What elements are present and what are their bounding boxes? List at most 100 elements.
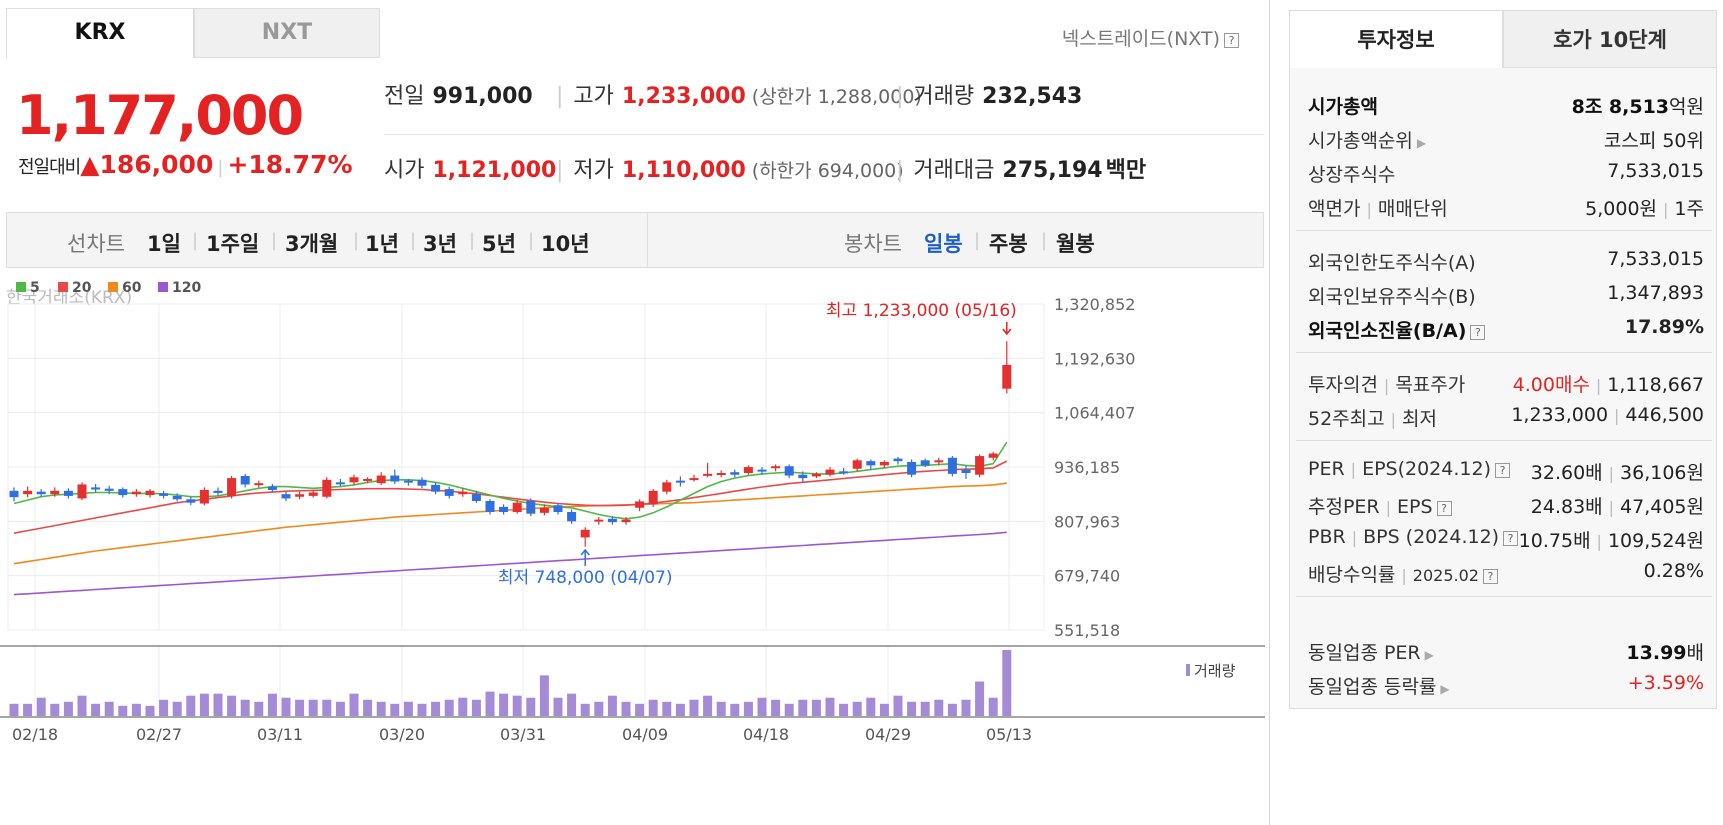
- candle-body: [866, 461, 876, 466]
- x-tick-label: 04/29: [865, 725, 911, 744]
- help-icon[interactable]: ?: [1503, 531, 1519, 546]
- volume-bar: [376, 701, 386, 716]
- week52-low-label: 최저: [1402, 408, 1437, 430]
- period-3y[interactable]: 3년: [423, 232, 457, 256]
- volume-bar: [118, 705, 128, 716]
- period-1y[interactable]: 1년: [365, 232, 399, 256]
- est-per-eps-row: 추정PER | EPS? 24.83배 | 47,405원: [1308, 496, 1704, 518]
- volume-bars: 거래량: [9, 650, 1236, 716]
- up-arrow-icon: ▲: [80, 150, 100, 179]
- volume-bar: [621, 701, 631, 716]
- candle-body: [607, 518, 617, 523]
- foreign-holding-label: 외국인보유주식수(B): [1308, 286, 1476, 308]
- period-daily[interactable]: 일봉: [924, 232, 963, 256]
- help-icon[interactable]: ?: [1436, 501, 1452, 516]
- x-tick-label: 03/11: [257, 725, 303, 744]
- sector-change-label[interactable]: 동일업종 등락률: [1308, 676, 1437, 698]
- candlestick-chart[interactable]: 한국거래소(KRX) 5 20 60 120 1,320,8521,192,6301,…: [0, 280, 1265, 825]
- candle-body: [920, 460, 930, 466]
- eps-value: 36,106원: [1620, 462, 1704, 484]
- candle-body: [390, 475, 400, 482]
- candle-body: [580, 529, 590, 538]
- lower-limit: (하한가 694,000): [751, 160, 904, 182]
- nxt-link[interactable]: 넥스트레이드(NXT)?: [1062, 24, 1239, 51]
- foreign-ratio-row: 외국인소진율(B/A)? 17.89%: [1308, 316, 1704, 343]
- opinion-label: 투자의견: [1308, 374, 1378, 396]
- section-divider: [1296, 230, 1712, 231]
- candle-body: [281, 494, 291, 499]
- volume-bar: [363, 699, 373, 716]
- sector-per-row[interactable]: 동일업종 PER ▶ 13.99배: [1308, 638, 1704, 665]
- dividend-date: 2025.02: [1412, 566, 1479, 585]
- line-chart-label[interactable]: 선차트: [67, 232, 125, 256]
- period-10y[interactable]: 10년: [541, 232, 590, 256]
- nxt-link-label[interactable]: 넥스트레이드(NXT): [1061, 28, 1220, 50]
- period-5y[interactable]: 5년: [482, 232, 516, 256]
- market-cap-rank-label[interactable]: 시가총액순위: [1308, 130, 1413, 152]
- min-price-label: 최저 748,000 (04/07): [498, 568, 673, 588]
- period-monthly[interactable]: 월봉: [1056, 232, 1095, 256]
- candle-body: [485, 500, 495, 512]
- candle-body: [975, 456, 985, 475]
- volume-bar: [539, 675, 549, 716]
- market-cap-rank-row[interactable]: 시가총액순위 ▶ 코스피 50위: [1308, 126, 1704, 153]
- candle-body: [104, 488, 114, 491]
- candle-body: [131, 491, 141, 495]
- per-value: 32.60배: [1530, 462, 1603, 484]
- caret-right-icon[interactable]: ▶: [1424, 648, 1434, 662]
- volume-bar: [553, 697, 563, 716]
- y-tick-label: 679,740: [1054, 567, 1120, 586]
- help-icon[interactable]: ?: [1470, 325, 1486, 340]
- candle-body: [621, 519, 631, 523]
- annotations: 최고 1,233,000 (05/16) 최저 748,000 (04/07): [498, 301, 1017, 588]
- volume-bar: [417, 703, 427, 716]
- x-tick-label: 04/18: [743, 725, 789, 744]
- volume-bar: [485, 691, 495, 716]
- period-1d[interactable]: 1일: [147, 232, 181, 256]
- upper-limit-label: 상한가: [759, 86, 812, 108]
- candle-body: [934, 460, 944, 463]
- tab-order-book[interactable]: 호가 10단계: [1503, 10, 1717, 68]
- tab-investment-info[interactable]: 투자정보: [1289, 10, 1503, 68]
- section-divider: [1296, 352, 1712, 353]
- volume-bar: [444, 699, 454, 716]
- candle-chart-label[interactable]: 봉차트: [844, 232, 902, 256]
- volume-bar: [811, 699, 821, 716]
- tab-krx[interactable]: KRX: [6, 8, 194, 58]
- volume-bar: [716, 701, 726, 716]
- candle-body: [594, 519, 604, 522]
- period-1w[interactable]: 1주일: [206, 232, 260, 256]
- candle-body: [689, 478, 699, 481]
- sector-change-row[interactable]: 동일업종 등락률 ▶ +3.59%: [1308, 672, 1704, 699]
- y-tick-label: 936,185: [1054, 458, 1120, 477]
- volume-bar: [662, 701, 672, 716]
- trade-unit-value: 1주: [1674, 198, 1704, 220]
- candle-body: [363, 478, 373, 481]
- help-icon[interactable]: ?: [1482, 569, 1498, 584]
- open-label: 시가: [384, 158, 425, 183]
- chart-source: 한국거래소(KRX): [6, 288, 132, 308]
- sector-per-value: 13.99: [1626, 642, 1687, 664]
- help-icon[interactable]: ?: [1494, 463, 1510, 478]
- low-label: 저가: [573, 158, 614, 183]
- chart-toolbar: 선차트 1일 | 1주일 | 3개월 | 1년 | 3년 | 5년 | 10년 …: [6, 212, 1264, 268]
- change-label: 전일대비: [18, 157, 81, 178]
- period-3m[interactable]: 3개월: [285, 232, 339, 256]
- caret-right-icon[interactable]: ▶: [1416, 136, 1427, 150]
- caret-right-icon[interactable]: ▶: [1440, 682, 1450, 696]
- candle-body: [376, 475, 386, 484]
- period-weekly[interactable]: 주봉: [989, 232, 1028, 256]
- sector-per-label[interactable]: 동일업종 PER: [1308, 642, 1421, 664]
- tab-nxt[interactable]: NXT: [194, 8, 380, 58]
- candle-body: [335, 482, 345, 485]
- chart-grid: 1,320,852 1,192,630 1,064,407 936,185 807,96…: [0, 295, 1265, 744]
- candle-body: [458, 491, 468, 495]
- max-price-label: 최고 1,233,000 (05/16): [826, 301, 1017, 321]
- prev-close-label: 전일: [384, 84, 425, 109]
- foreign-holding-row: 외국인보유주식수(B) 1,347,893: [1308, 282, 1704, 309]
- x-tick-label: 04/09: [622, 725, 668, 744]
- face-value-label: 액면가: [1308, 198, 1361, 220]
- help-icon[interactable]: ?: [1224, 33, 1239, 48]
- volume-bar: [607, 695, 617, 716]
- foreign-limit-row: 외국인한도주식수(A) 7,533,015: [1308, 248, 1704, 275]
